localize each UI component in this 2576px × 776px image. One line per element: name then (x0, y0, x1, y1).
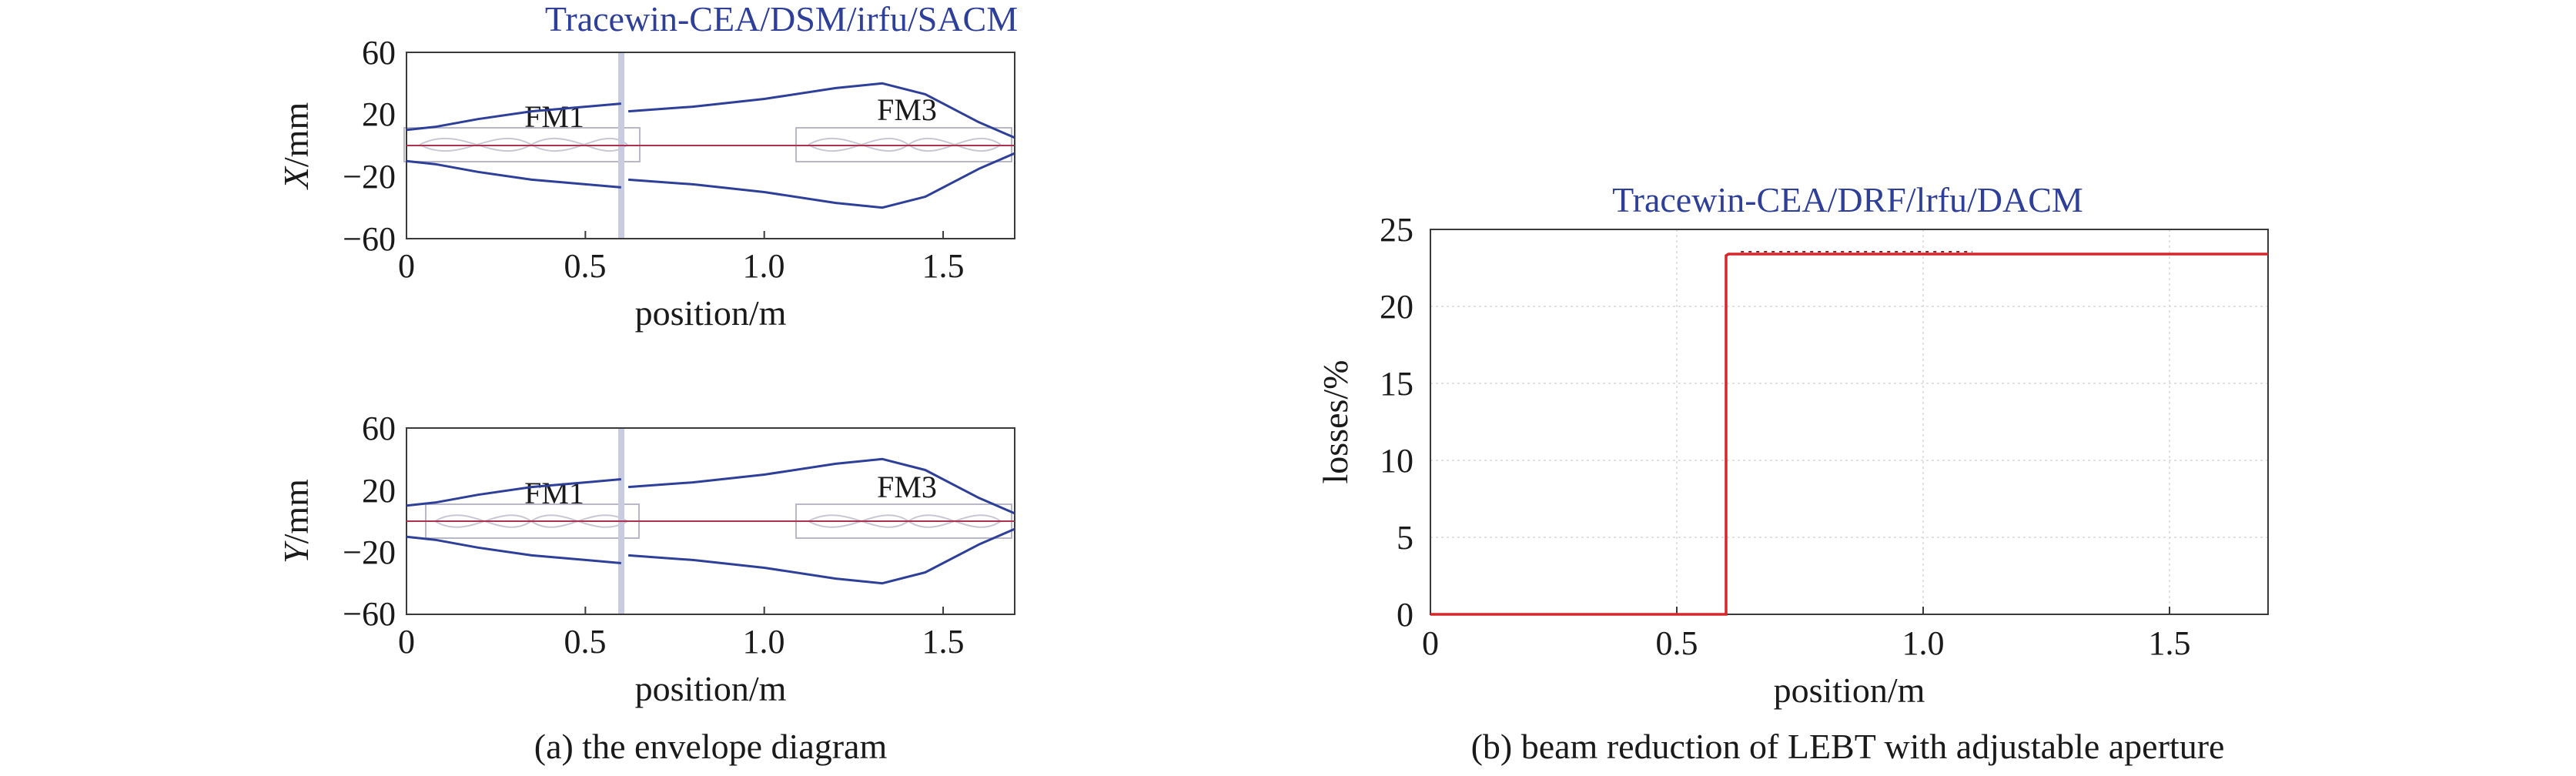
envelope-series-line (406, 102, 621, 132)
chart-losses-frame (1430, 229, 2269, 615)
ytick-label: 20 (362, 472, 396, 510)
envelope-series-line (406, 478, 621, 507)
chart-losses-title: Tracewin-CEA/DRF/lrfu/DACM (1612, 180, 2083, 219)
chart-x-title: Tracewin-CEA/DSM/irfu/SACM (545, 0, 1018, 38)
ytick-label: 60 (362, 410, 396, 447)
chart-losses: Tracewin-CEA/DRF/lrfu/DACM 0 0.5 1.0 1.5… (1316, 180, 2269, 766)
envelope-series-line (406, 159, 621, 189)
envelope-series-line (406, 535, 621, 564)
chart-y-yticks: 60 20 −20 −60 (343, 410, 396, 633)
ytick-label: 15 (1380, 365, 1413, 403)
chart-losses-ylabel: losses/% (1316, 360, 1355, 484)
xtick-label: 1.5 (2149, 624, 2191, 662)
chart-y-ylabel: Y/mm (276, 479, 316, 564)
ytick-label: 60 (362, 34, 396, 72)
chart-x-envelope: Tracewin-CEA/DSM/irfu/SACM 0 0.5 1.0 1.5… (276, 0, 1018, 333)
xtick-label: 1.0 (743, 623, 785, 661)
ytick-label: 0 (1397, 596, 1413, 634)
ytick-label: 10 (1380, 442, 1413, 480)
fm1-label: FM1 (524, 476, 584, 510)
xtick-label: 1.0 (743, 247, 785, 285)
xtick-label: 1.5 (922, 247, 965, 285)
ytick-label: 5 (1397, 519, 1413, 557)
xtick-label: 1.0 (1902, 624, 1945, 662)
chart-losses-xticks: 0 0.5 1.0 1.5 (1422, 624, 2191, 662)
chart-x-yticks: 60 20 −20 −60 (343, 34, 396, 258)
xtick-label: 0.5 (564, 247, 607, 285)
caption-b: (b) beam reduction of LEBT with adjustab… (1471, 727, 2225, 766)
chart-y-xlabel: position/m (635, 669, 787, 708)
ytick-label: 20 (1380, 288, 1413, 326)
fm1-label: FM1 (524, 99, 584, 134)
chart-losses-series (1430, 251, 2268, 616)
xtick-label: 0 (398, 623, 415, 661)
chart-y-xticks: 0 0.5 1.0 1.5 (398, 623, 965, 661)
xtick-label: 0.5 (564, 623, 607, 661)
fm3-label: FM3 (877, 92, 937, 127)
chart-y-envelope: 0 0.5 1.0 1.5 60 20 −20 −60 position/m Y… (276, 410, 1015, 766)
ytick-label: −20 (343, 158, 396, 196)
xtick-label: 1.5 (922, 623, 965, 661)
chart-y-series (406, 457, 1015, 614)
ytick-label: −60 (343, 595, 396, 633)
envelope-series-line (627, 457, 1015, 515)
xtick-label: 0 (1422, 624, 1439, 662)
ytick-label: −20 (343, 534, 396, 571)
chart-losses-grid (1430, 229, 2268, 614)
ytick-label: 25 (1380, 211, 1413, 249)
fm3-label: FM3 (877, 470, 937, 504)
chart-x-series (406, 82, 1015, 239)
envelope-series-line (627, 527, 1015, 585)
caption-a: (a) the envelope diagram (534, 727, 888, 766)
envelope-series-line (627, 152, 1015, 209)
xtick-label: 0 (398, 247, 415, 285)
chart-x-ylabel: X/mm (276, 102, 316, 191)
chart-x-xlabel: position/m (635, 293, 787, 333)
ytick-label: −60 (343, 220, 396, 258)
chart-x-xticks: 0 0.5 1.0 1.5 (398, 247, 965, 285)
envelope-series-line (627, 82, 1015, 139)
chart-losses-yticks: 25 20 15 10 5 0 (1380, 211, 1413, 634)
chart-losses-xlabel: position/m (1774, 671, 1925, 710)
losses-series-line (1430, 253, 2268, 616)
ytick-label: 20 (362, 95, 396, 133)
xtick-label: 0.5 (1656, 624, 1698, 662)
